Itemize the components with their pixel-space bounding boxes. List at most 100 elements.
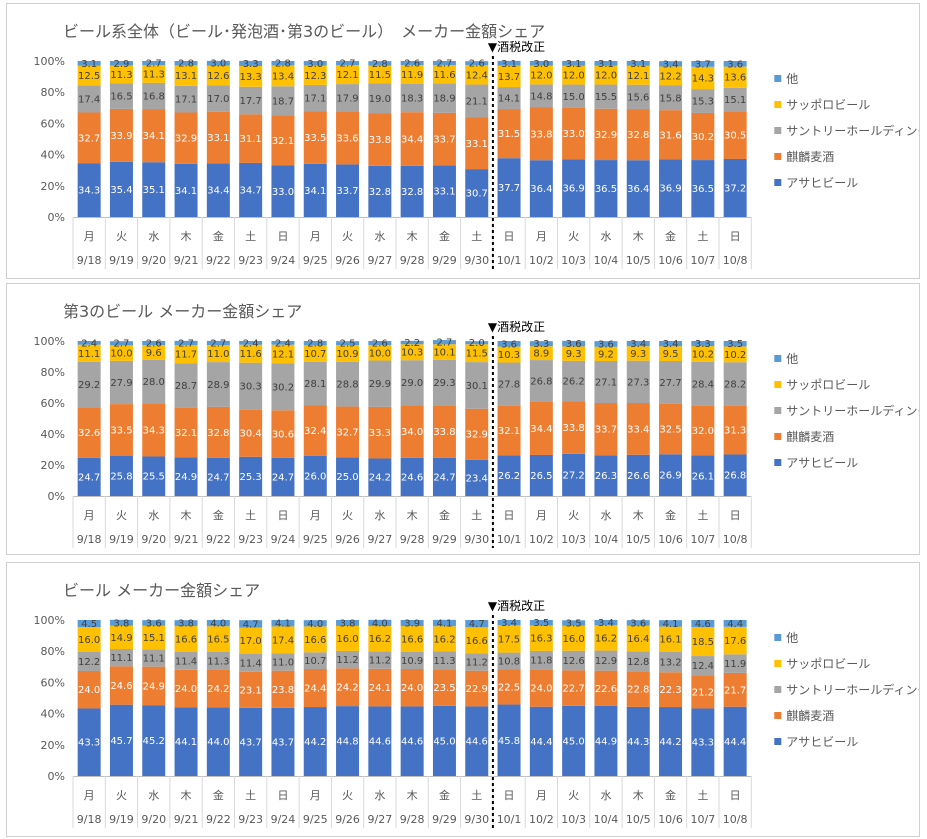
bar-segment (432, 61, 456, 66)
bar-segment (239, 456, 263, 496)
bar-segment (239, 344, 263, 363)
data-label: 18.3 (401, 93, 423, 104)
bar-segment (174, 626, 198, 652)
legend-swatch (774, 75, 782, 82)
bar-segment (368, 458, 392, 496)
bar-segment (174, 707, 198, 776)
y-tick-label: 0% (48, 490, 65, 503)
data-label: 22.3 (659, 685, 681, 696)
bar-segment (336, 620, 360, 626)
bar-segment (336, 164, 360, 217)
data-label: 22.8 (627, 685, 649, 696)
data-label: 2.7 (340, 59, 356, 70)
data-label: 35.4 (110, 185, 132, 196)
data-label: 2.7 (113, 339, 129, 350)
data-label: 37.2 (724, 183, 746, 194)
bar-segment (239, 341, 263, 345)
data-label: 36.5 (692, 184, 714, 195)
data-label: 12.1 (272, 350, 294, 361)
bar-segment (723, 158, 747, 217)
data-label: 32.1 (175, 428, 197, 439)
data-label: 34.1 (175, 186, 197, 197)
bar-segment (562, 159, 586, 217)
data-label: 24.2 (369, 473, 391, 484)
bar-segment (206, 60, 230, 66)
bar-segment (659, 651, 683, 673)
bar-segment (497, 704, 521, 776)
data-label: 36.9 (563, 184, 585, 195)
bar-segment (497, 158, 521, 217)
data-label: 2.7 (436, 338, 452, 349)
legend-swatch (774, 407, 782, 414)
data-label: 32.1 (498, 426, 520, 437)
data-label: 2.6 (469, 59, 485, 70)
x-weekday-label: 金 (665, 788, 676, 802)
bar-segment (562, 670, 586, 706)
bar-segment (465, 344, 489, 363)
bar-segment (562, 360, 586, 402)
data-label: 44.6 (466, 737, 488, 748)
data-label: 32.9 (595, 130, 617, 141)
data-label: 14.9 (110, 633, 132, 644)
bar-segment (368, 83, 392, 114)
x-date-label: 9/21 (174, 254, 199, 267)
x-weekday-label: 木 (181, 509, 192, 522)
bar-segment (142, 625, 166, 650)
bar-segment (109, 360, 133, 405)
data-label: 37.7 (498, 183, 520, 194)
data-label: 4.1 (436, 619, 452, 630)
data-label: 45.7 (110, 736, 132, 747)
bar-segment (432, 705, 456, 776)
data-label: 2.0 (469, 338, 485, 349)
bar-segment (691, 341, 715, 347)
chart-panel-third-beer: 第3のビール メーカー金額シェア 0% 20% 40% 60% 80% 100% 24.7 3… (6, 283, 920, 555)
bar-segment (142, 359, 166, 404)
data-label: 22.7 (563, 684, 585, 695)
bar-segment (142, 666, 166, 706)
bar-segment (271, 341, 295, 345)
x-weekday-label: 火 (568, 509, 579, 522)
data-label: 4.4 (727, 619, 743, 630)
data-label: 32.7 (78, 133, 100, 144)
data-label: 17.7 (240, 96, 262, 107)
data-label: 12.2 (78, 657, 100, 668)
bar-segment (562, 625, 586, 651)
x-date-label: 9/23 (238, 813, 263, 826)
data-label: 27.1 (595, 377, 617, 388)
data-label: 26.1 (692, 471, 714, 482)
x-weekday-label: 水 (374, 230, 385, 243)
bar-segment (142, 620, 166, 626)
y-tick-label: 80% (41, 366, 65, 379)
data-label: 10.0 (369, 348, 391, 359)
bar-segment (206, 340, 230, 346)
bar-segment (432, 619, 456, 627)
data-label: 10.3 (401, 348, 423, 359)
bar-segment (400, 61, 424, 66)
x-weekday-label: 金 (439, 229, 450, 243)
x-weekday-label: 金 (665, 229, 676, 243)
bar-segment (497, 60, 521, 66)
bar-segment (723, 362, 747, 406)
data-label: 28.2 (724, 380, 746, 391)
data-label: 45.0 (563, 736, 585, 747)
x-weekday-label: 火 (342, 789, 353, 802)
data-label: 32.1 (272, 136, 294, 147)
x-date-label: 9/25 (303, 813, 328, 826)
bar-segment (206, 111, 230, 164)
bar-segment (174, 61, 198, 66)
legend-label: 麒麟麦酒 (786, 708, 834, 723)
bar-segment (465, 84, 489, 118)
x-weekday-label: 水 (148, 230, 159, 243)
x-date-label: 10/7 (690, 813, 715, 826)
data-label: 34.7 (240, 185, 262, 196)
x-weekday-label: 金 (439, 788, 450, 802)
bar-segment (239, 671, 263, 708)
data-label: 33.7 (433, 135, 455, 146)
bar-segment (77, 163, 101, 217)
x-weekday-label: 日 (730, 789, 741, 802)
bar-segment (206, 406, 230, 458)
data-label: 32.6 (78, 428, 100, 439)
data-label: 16.3 (530, 634, 552, 645)
bar-segment (432, 340, 456, 345)
bar-segment (594, 650, 618, 671)
